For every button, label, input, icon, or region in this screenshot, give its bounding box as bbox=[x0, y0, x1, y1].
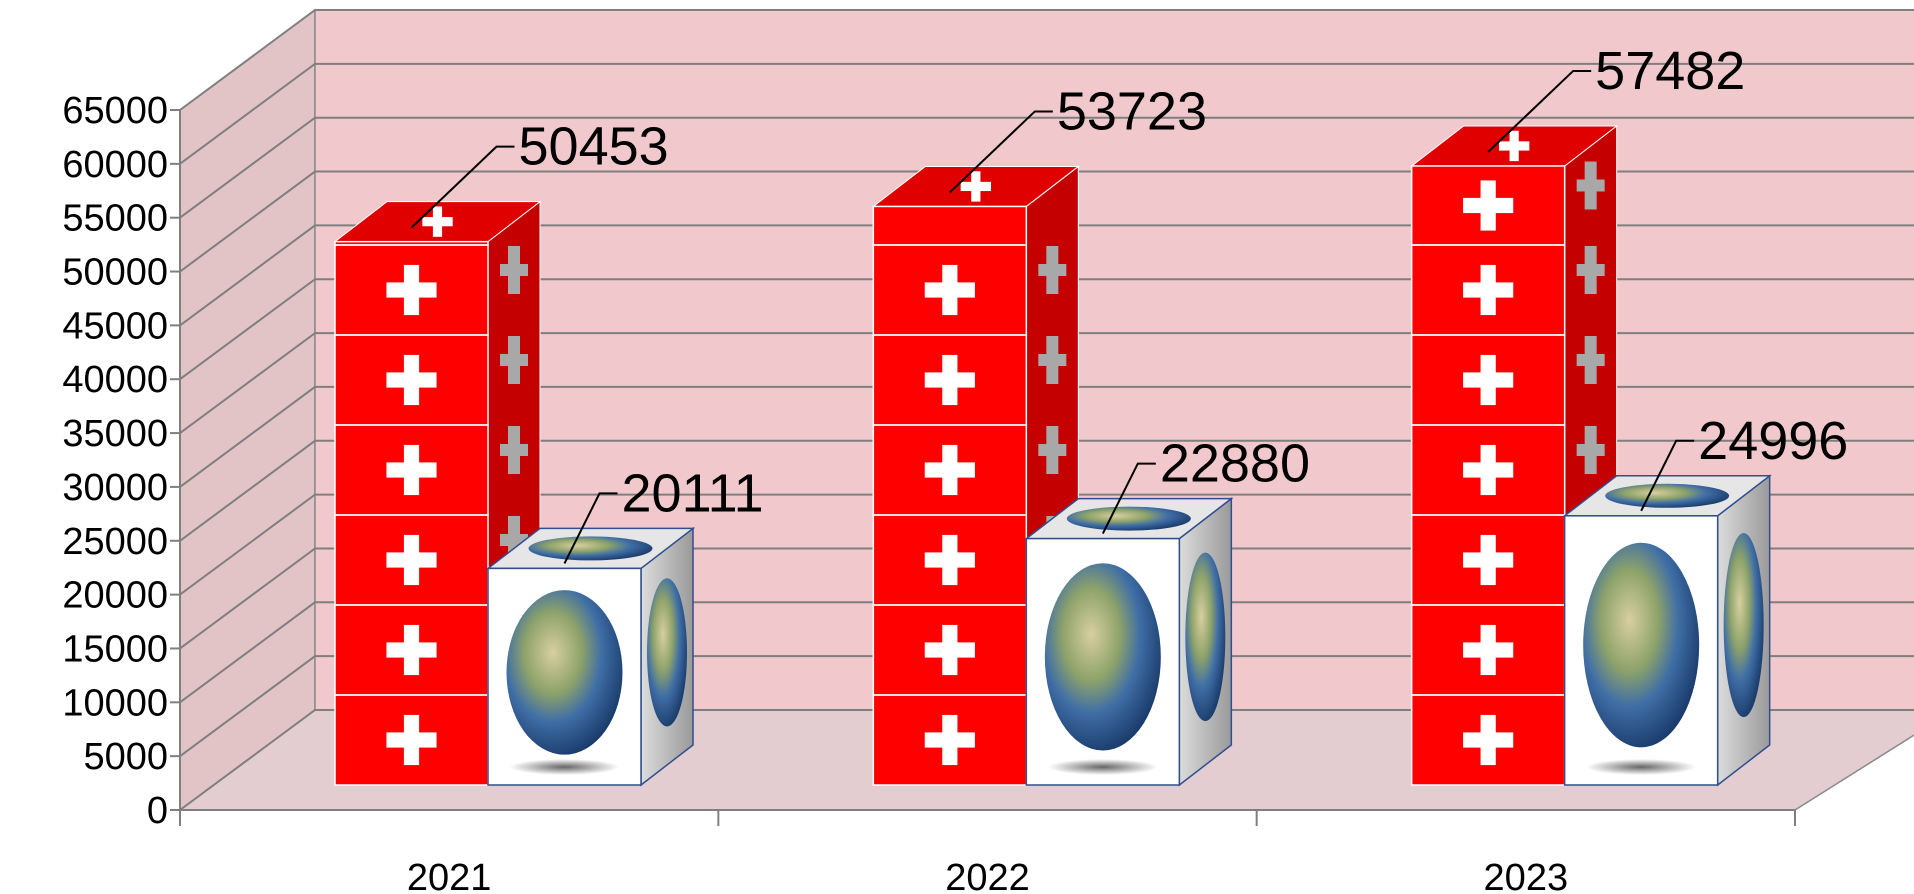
gridline bbox=[179, 116, 1914, 219]
gridline bbox=[179, 62, 1914, 165]
swiss-cross-icon bbox=[386, 264, 437, 316]
swiss-cross-icon bbox=[960, 171, 992, 202]
y-tick-label: 5000 bbox=[83, 736, 168, 778]
gridline bbox=[179, 709, 1914, 811]
x-tick-label: 2023 bbox=[1484, 857, 1569, 894]
side-wall bbox=[179, 8, 316, 812]
leader-line bbox=[949, 110, 1053, 194]
swiss-cross-icon bbox=[924, 624, 975, 676]
swiss-cross-icon bbox=[386, 354, 437, 406]
flag-bar-front bbox=[335, 241, 488, 785]
globe-shadow bbox=[1586, 759, 1697, 775]
data-labels: 50453 20111 53723 22880 57482 24996 bbox=[410, 41, 1848, 564]
y-tick-label: 15000 bbox=[62, 628, 168, 670]
swiss-cross-icon bbox=[924, 264, 975, 316]
data-label: 53723 bbox=[949, 81, 1207, 194]
swiss-cross-icon bbox=[386, 714, 437, 766]
swiss-cross-icon bbox=[1463, 714, 1514, 766]
globe-side-icon bbox=[1723, 532, 1764, 718]
globe-side-icon bbox=[647, 578, 687, 727]
gridlines bbox=[179, 9, 1914, 811]
y-tick-label: 60000 bbox=[62, 144, 168, 186]
bars bbox=[333, 124, 1772, 787]
data-label: 57482 bbox=[1487, 41, 1745, 153]
y-tick-label: 55000 bbox=[62, 198, 168, 240]
data-label-text: 24996 bbox=[1698, 411, 1848, 471]
data-label-text: 57482 bbox=[1595, 41, 1745, 101]
data-label-text: 20111 bbox=[622, 463, 764, 523]
swiss-cross-icon bbox=[386, 624, 437, 676]
globe-top-icon bbox=[1066, 506, 1191, 531]
y-tick-label: 25000 bbox=[62, 521, 168, 563]
gridline bbox=[179, 332, 1914, 434]
leader-line bbox=[563, 492, 618, 564]
gridline bbox=[179, 655, 1914, 757]
y-tick-label: 10000 bbox=[62, 682, 168, 724]
gridline bbox=[179, 547, 1914, 650]
leader-line bbox=[410, 145, 515, 229]
gridline bbox=[179, 224, 1914, 327]
swiss-cross-icon bbox=[386, 534, 437, 586]
y-tick-label: 50000 bbox=[62, 252, 168, 294]
flag-tile bbox=[872, 205, 1028, 246]
globe-icon bbox=[1044, 563, 1161, 751]
swiss-cross-icon bbox=[924, 714, 975, 766]
data-label: 50453 bbox=[410, 117, 669, 229]
x-tick-label: 2022 bbox=[945, 857, 1030, 894]
y-tick-label: 65000 bbox=[62, 90, 168, 132]
y-tick-label: 40000 bbox=[62, 359, 168, 401]
gridline bbox=[179, 439, 1914, 542]
globe-top-icon bbox=[1605, 483, 1730, 508]
swiss-cross-icon bbox=[1463, 354, 1514, 406]
swiss-cross-icon bbox=[386, 444, 437, 496]
x-tick-label: 2021 bbox=[407, 857, 492, 894]
gridline bbox=[179, 385, 1914, 488]
globe-side-icon bbox=[1185, 552, 1226, 722]
data-label-text: 22880 bbox=[1160, 434, 1310, 494]
swiss-cross-icon bbox=[1463, 264, 1514, 316]
gridline bbox=[179, 601, 1914, 704]
data-label: 22880 bbox=[1101, 434, 1310, 535]
gridline bbox=[179, 9, 1914, 111]
data-label-text: 53723 bbox=[1057, 81, 1207, 141]
leader-line bbox=[1101, 462, 1156, 535]
swiss-cross-icon bbox=[1463, 180, 1514, 231]
swiss-cross-icon bbox=[1463, 444, 1514, 496]
swiss-cross-icon bbox=[924, 354, 975, 406]
y-tick-label: 20000 bbox=[62, 575, 168, 617]
data-label: 24996 bbox=[1640, 411, 1848, 512]
swiss-cross-icon bbox=[1463, 624, 1514, 676]
swiss-cross-icon bbox=[1463, 534, 1514, 586]
axes: 0 5000 10000 15000 20000 25000 30000 35000 40000… bbox=[62, 90, 1796, 894]
data-label: 20111 bbox=[563, 463, 764, 564]
swiss-cross-icon bbox=[924, 444, 975, 496]
y-tick-label: 35000 bbox=[62, 413, 168, 455]
data-label-text: 50453 bbox=[519, 117, 669, 177]
gridline bbox=[179, 493, 1914, 596]
swiss-cross-icon bbox=[924, 534, 975, 586]
globe-bar bbox=[1024, 497, 1234, 787]
globe-shadow bbox=[1047, 759, 1158, 775]
gridline bbox=[179, 278, 1914, 381]
y-tick-label: 45000 bbox=[62, 305, 168, 347]
globe-bar bbox=[1562, 474, 1772, 787]
flag-tile bbox=[334, 240, 489, 246]
gridline bbox=[179, 170, 1914, 273]
flag-bar bbox=[333, 200, 542, 787]
flag-tile bbox=[1410, 165, 1566, 246]
leader-line bbox=[1640, 439, 1695, 512]
y-tick-label: 0 bbox=[147, 790, 168, 832]
y-tick-label: 30000 bbox=[62, 467, 168, 509]
leader-line bbox=[1487, 69, 1592, 153]
swiss-cross-icon bbox=[422, 206, 453, 237]
globe-shadow bbox=[509, 759, 620, 775]
globe-bar bbox=[485, 526, 696, 787]
globe-top-icon bbox=[528, 536, 653, 561]
globe-icon bbox=[506, 590, 623, 755]
swiss-cross-icon bbox=[1498, 130, 1530, 162]
globe-icon bbox=[1583, 542, 1700, 748]
